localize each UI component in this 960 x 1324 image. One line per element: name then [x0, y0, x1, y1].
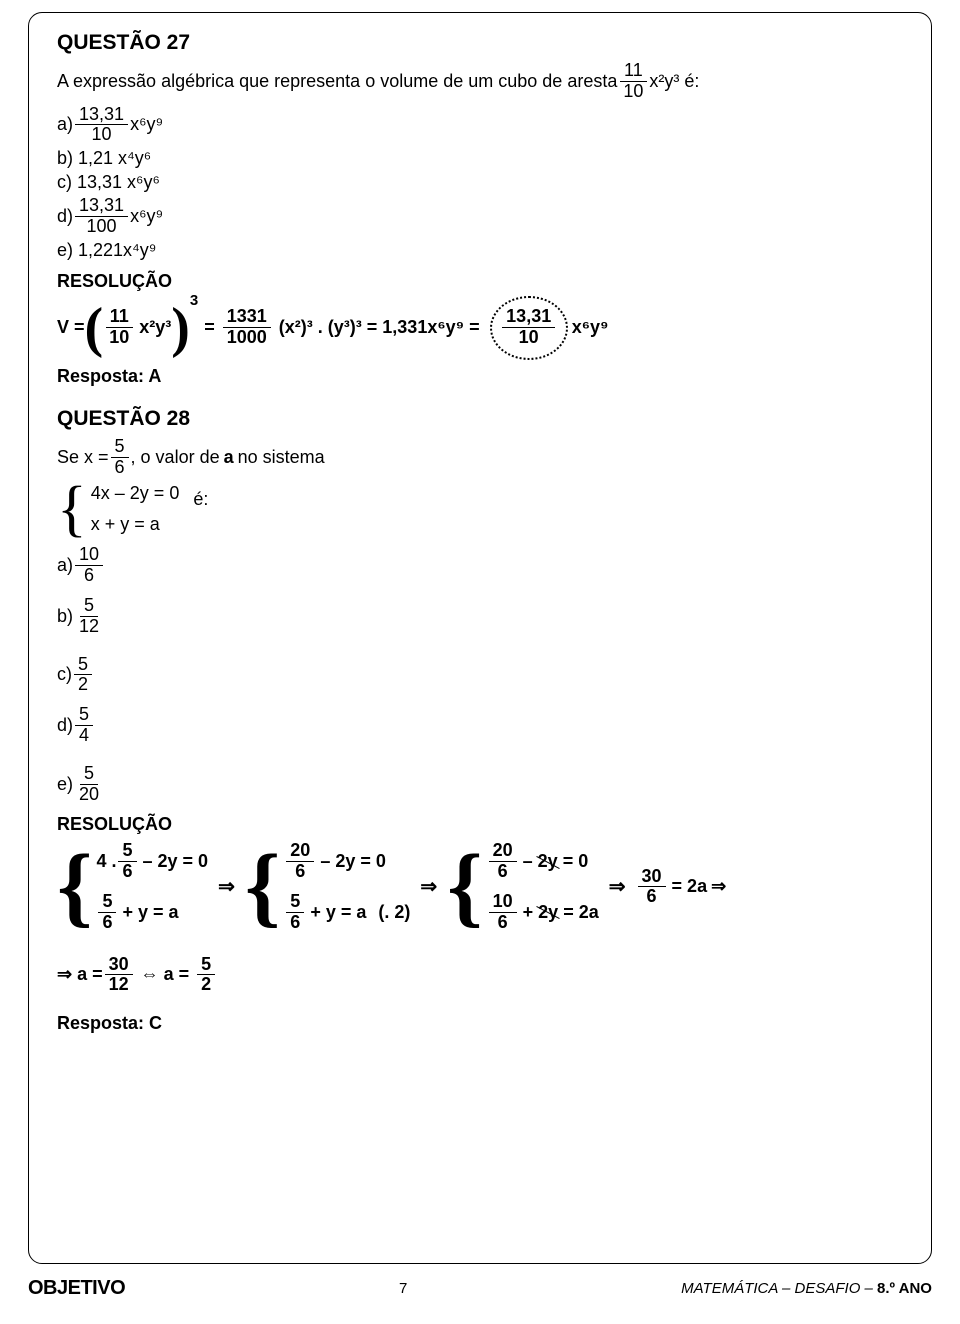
q28-opt-c: c) 5 2: [57, 655, 903, 696]
q27-stem-frac: 11 10: [619, 61, 647, 102]
arrow-icon: ⇒: [218, 874, 235, 899]
q28-final: ⇒ a = 30 12 ⇔ a = 5 2: [57, 955, 903, 996]
page-footer: OBJETIVO 7 MATEMÁTICA – DESAFIO – 8.º AN…: [28, 1277, 932, 1300]
q27-res-label: RESOLUÇÃO: [57, 271, 903, 292]
q27-stem: A expressão algébrica que representa o v…: [57, 61, 903, 102]
paren-left-icon: (: [85, 306, 104, 350]
brace-icon: {: [447, 850, 482, 924]
arrow-icon: ⇒: [609, 874, 626, 899]
strike-term: 2y: [537, 851, 559, 872]
page-border: QUESTÃO 27 A expressão algébrica que rep…: [28, 12, 932, 1264]
brace-icon: {: [57, 484, 87, 534]
q27-opt-d: d) 13,31 100 x⁶y⁹: [57, 196, 903, 237]
q28-stem: Se x = 5 6 , o valor de a no sistema: [57, 437, 903, 478]
q28-system: { 4x – 2y = 0 x + y = a é:: [57, 483, 903, 535]
q27-opt-a: a) 13,31 10 x⁶y⁹: [57, 105, 903, 146]
q27-stem-b: x²y³ é:: [649, 71, 699, 92]
brace-icon: {: [245, 850, 280, 924]
q28-res-label: RESOLUÇÃO: [57, 814, 903, 835]
q28-resp: Resposta: C: [57, 1013, 903, 1034]
q27-opt-c: c) 13,31 x⁶y⁶: [57, 172, 903, 193]
q27-resolution: V = ( 11 10 x²y³ ) 3 = 1331 1000 (x²)³ .…: [57, 296, 903, 360]
dotted-answer-circle: 13,31 10: [490, 296, 568, 360]
brace-icon: {: [57, 850, 92, 924]
q28-title: QUESTÃO 28: [57, 407, 903, 431]
q28-opt-a: a) 10 6: [57, 545, 903, 586]
q28-resolution-chain: { 4 . 5 6 – 2y = 0 5 6 + y = a: [57, 841, 903, 932]
q28-opt-e: e) 5 20: [57, 764, 903, 805]
q27-resp: Resposta: A: [57, 366, 903, 387]
q27-opt-b: b) 1,21 x⁴y⁶: [57, 148, 903, 169]
strike-term: 2y: [537, 902, 559, 923]
footer-page: 7: [399, 1280, 407, 1297]
q28-opt-d: d) 5 4: [57, 705, 903, 746]
paren-right-icon: ): [171, 306, 190, 350]
q27-opt-e: e) 1,221x⁴y⁹: [57, 240, 903, 261]
arrow-icon: ⇒: [420, 874, 437, 899]
q27-title: QUESTÃO 27: [57, 31, 903, 55]
q28-opt-b: b) 5 12: [57, 596, 903, 637]
arrow-icon: ⇒: [711, 876, 726, 897]
q27-stem-a: A expressão algébrica que representa o v…: [57, 71, 617, 92]
footer-subject: MATEMÁTICA – DESAFIO – 8.º ANO: [681, 1280, 932, 1297]
footer-logo: OBJETIVO: [28, 1277, 125, 1300]
